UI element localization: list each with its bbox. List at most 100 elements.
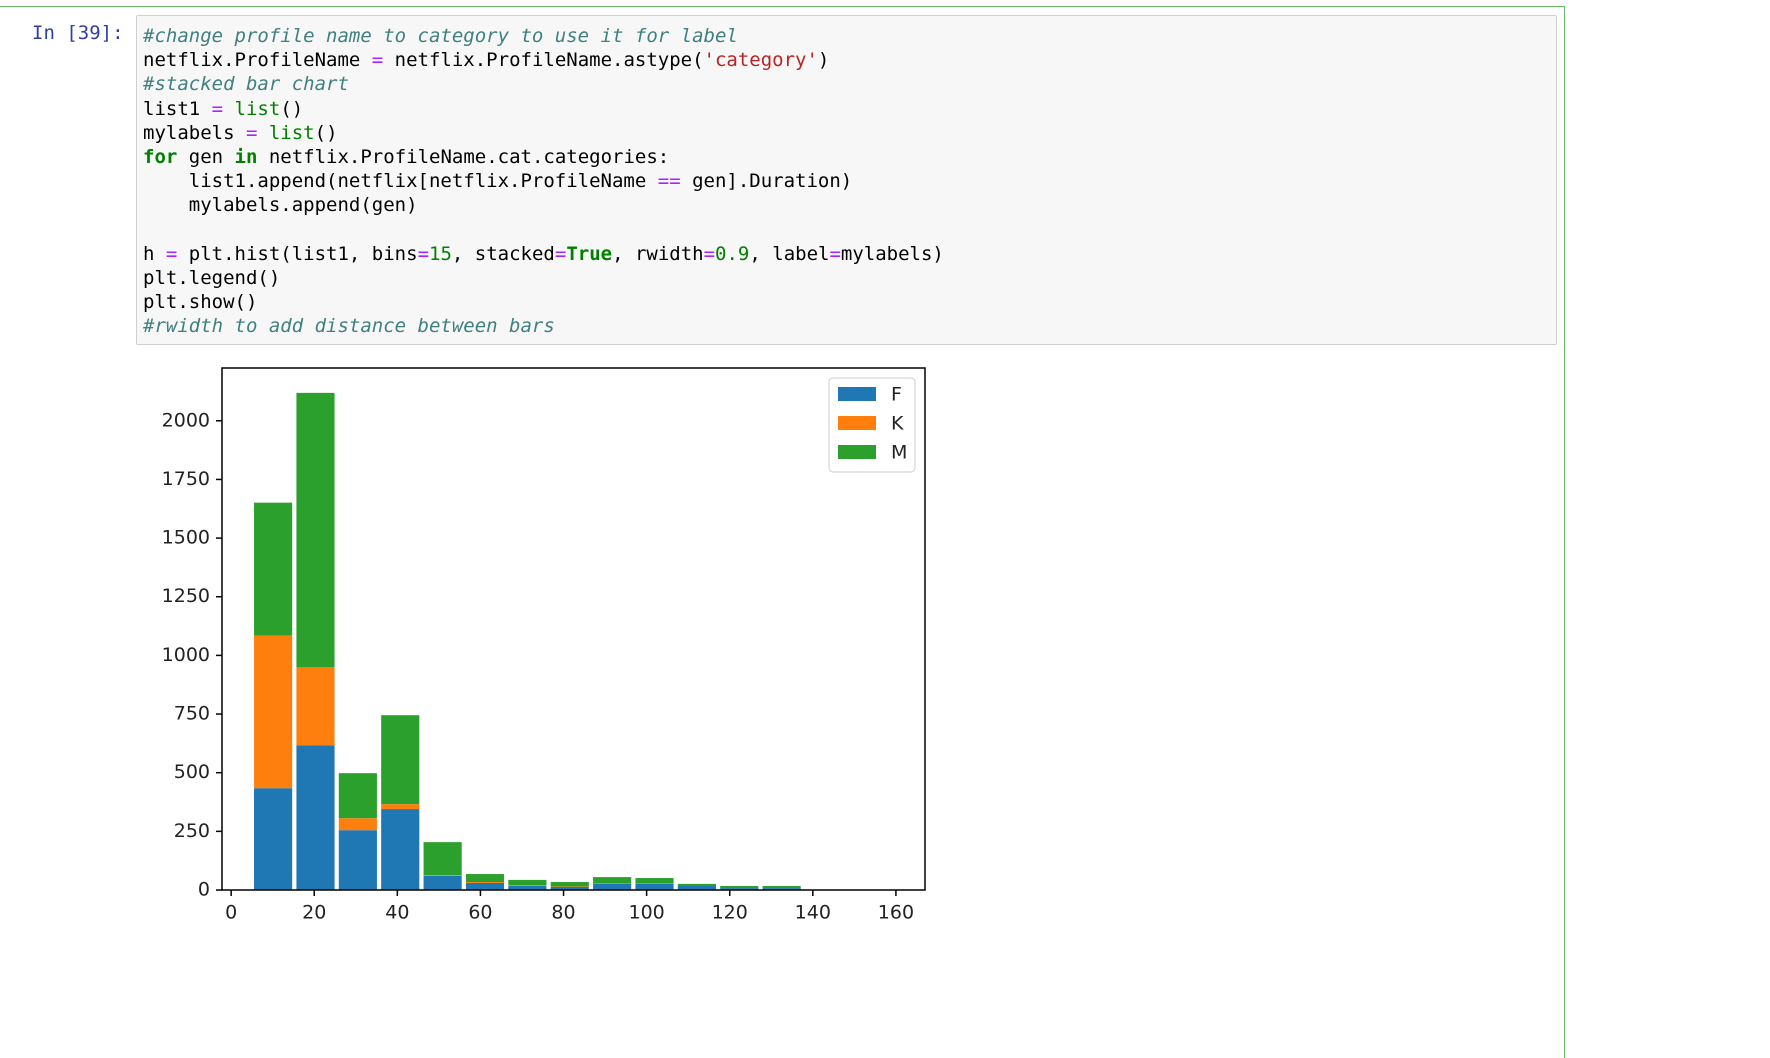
y-tick-label: 250: [174, 820, 210, 842]
code-token: ): [817, 49, 830, 72]
code-token: =: [829, 242, 841, 265]
code-token: mylabels.append(gen): [143, 194, 418, 217]
code-line: #stacked bar chart: [143, 72, 1550, 96]
code-token: mylabels): [840, 242, 944, 265]
code-token: =: [165, 242, 178, 265]
code-token: 15: [429, 242, 452, 265]
legend-swatch: [838, 416, 876, 430]
code-token: ==: [657, 170, 681, 193]
bar: [465, 882, 505, 883]
code-token: , label: [749, 242, 830, 265]
bar: [720, 886, 759, 889]
code-token: plt.legend(): [143, 267, 281, 290]
code-token: , rwidth: [612, 242, 704, 265]
bar: [508, 886, 547, 890]
x-tick-label: 0: [225, 902, 237, 924]
bar: [635, 883, 674, 890]
y-tick-label: 1750: [162, 468, 210, 490]
legend-swatch: [838, 387, 876, 401]
code-line: for gen in netflix.ProfileName.cat.categ…: [143, 145, 1550, 169]
code-token: list: [234, 97, 281, 120]
code-token: =: [211, 97, 224, 120]
code-token: 'category': [703, 49, 818, 72]
bar: [296, 667, 335, 746]
legend-label: F: [891, 384, 902, 406]
x-tick-label: 140: [795, 902, 831, 924]
bar: [338, 818, 377, 831]
code-token: =: [417, 242, 430, 265]
code-token: h: [143, 242, 166, 265]
x-tick-label: 120: [712, 902, 748, 924]
code-token: #rwidth to add distance between bars: [143, 315, 555, 338]
code-token: =: [554, 242, 567, 265]
code-token: (): [280, 97, 304, 120]
legend-label: K: [891, 413, 904, 435]
code-token: #change profile name to category to use …: [143, 25, 738, 47]
y-tick-label: 2000: [162, 409, 210, 431]
code-line: mylabels = list(): [143, 121, 1550, 145]
bar: [423, 842, 462, 875]
code-token: True: [566, 242, 613, 265]
y-tick-label: 1000: [162, 644, 210, 666]
y-tick-label: 1500: [162, 527, 210, 549]
bar: [423, 874, 462, 876]
code-token: for: [143, 146, 178, 169]
y-tick-label: 0: [198, 879, 210, 901]
code-line: #rwidth to add distance between bars: [143, 314, 1550, 338]
x-tick-label: 100: [628, 902, 664, 924]
bar: [508, 885, 547, 887]
bar: [465, 874, 505, 883]
code-line: list1 = list(): [143, 97, 1550, 121]
code-token: list1.append(netflix[netflix.ProfileName: [143, 170, 658, 193]
bar: [381, 715, 420, 805]
x-tick-label: 80: [551, 902, 575, 924]
bar: [338, 830, 377, 890]
code-token: plt.show(): [143, 291, 258, 314]
code-line: plt.legend(): [143, 266, 1550, 290]
y-tick-label: 500: [174, 761, 210, 783]
input-prompt: In [39]:: [32, 22, 124, 44]
code-token: netflix.ProfileName.cat.categories:: [257, 146, 670, 169]
bar: [508, 879, 547, 886]
code-token: list1: [143, 97, 212, 120]
code-line: list1.append(netflix[netflix.ProfileName…: [143, 169, 1550, 193]
code-line: #change profile name to category to use …: [143, 24, 1550, 48]
code-token: #stacked bar chart: [143, 73, 349, 96]
code-line: mylabels.append(gen): [143, 193, 1550, 217]
bar: [550, 886, 589, 890]
code-token: gen].Duration): [680, 170, 853, 193]
legend-swatch: [838, 445, 876, 459]
bar: [296, 745, 335, 890]
code-token: list: [268, 121, 315, 144]
bar: [762, 888, 801, 890]
bar: [677, 885, 716, 890]
code-token: in: [234, 146, 258, 169]
code-token: , stacked: [451, 242, 555, 265]
bar: [593, 877, 632, 884]
bar: [254, 788, 293, 890]
bar: [381, 804, 420, 810]
x-tick-label: 20: [302, 902, 326, 924]
x-tick-label: 60: [468, 902, 492, 924]
bar: [381, 809, 420, 890]
code-token: =: [703, 242, 716, 265]
legend-label: M: [891, 442, 907, 464]
bar: [720, 888, 759, 890]
bar: [423, 875, 462, 890]
code-token: =: [371, 49, 384, 72]
code-cell[interactable]: #change profile name to category to use …: [136, 15, 1557, 345]
code: #change profile name to category to use …: [137, 16, 1556, 347]
bar: [254, 635, 293, 789]
code-line: plt.show(): [143, 290, 1550, 314]
bar: [635, 878, 674, 884]
code-token: 0.9: [715, 242, 750, 265]
y-tick-label: 1250: [162, 585, 210, 607]
x-tick-label: 40: [385, 902, 409, 924]
code-token: mylabels: [143, 121, 246, 144]
code-token: netflix.ProfileName.astype(: [383, 49, 704, 72]
bar: [550, 882, 589, 887]
code-token: plt.hist(list1, bins: [177, 242, 418, 265]
code-line: h = plt.hist(list1, bins=15, stacked=Tru…: [143, 242, 1550, 266]
cell-border: [0, 6, 1565, 1058]
